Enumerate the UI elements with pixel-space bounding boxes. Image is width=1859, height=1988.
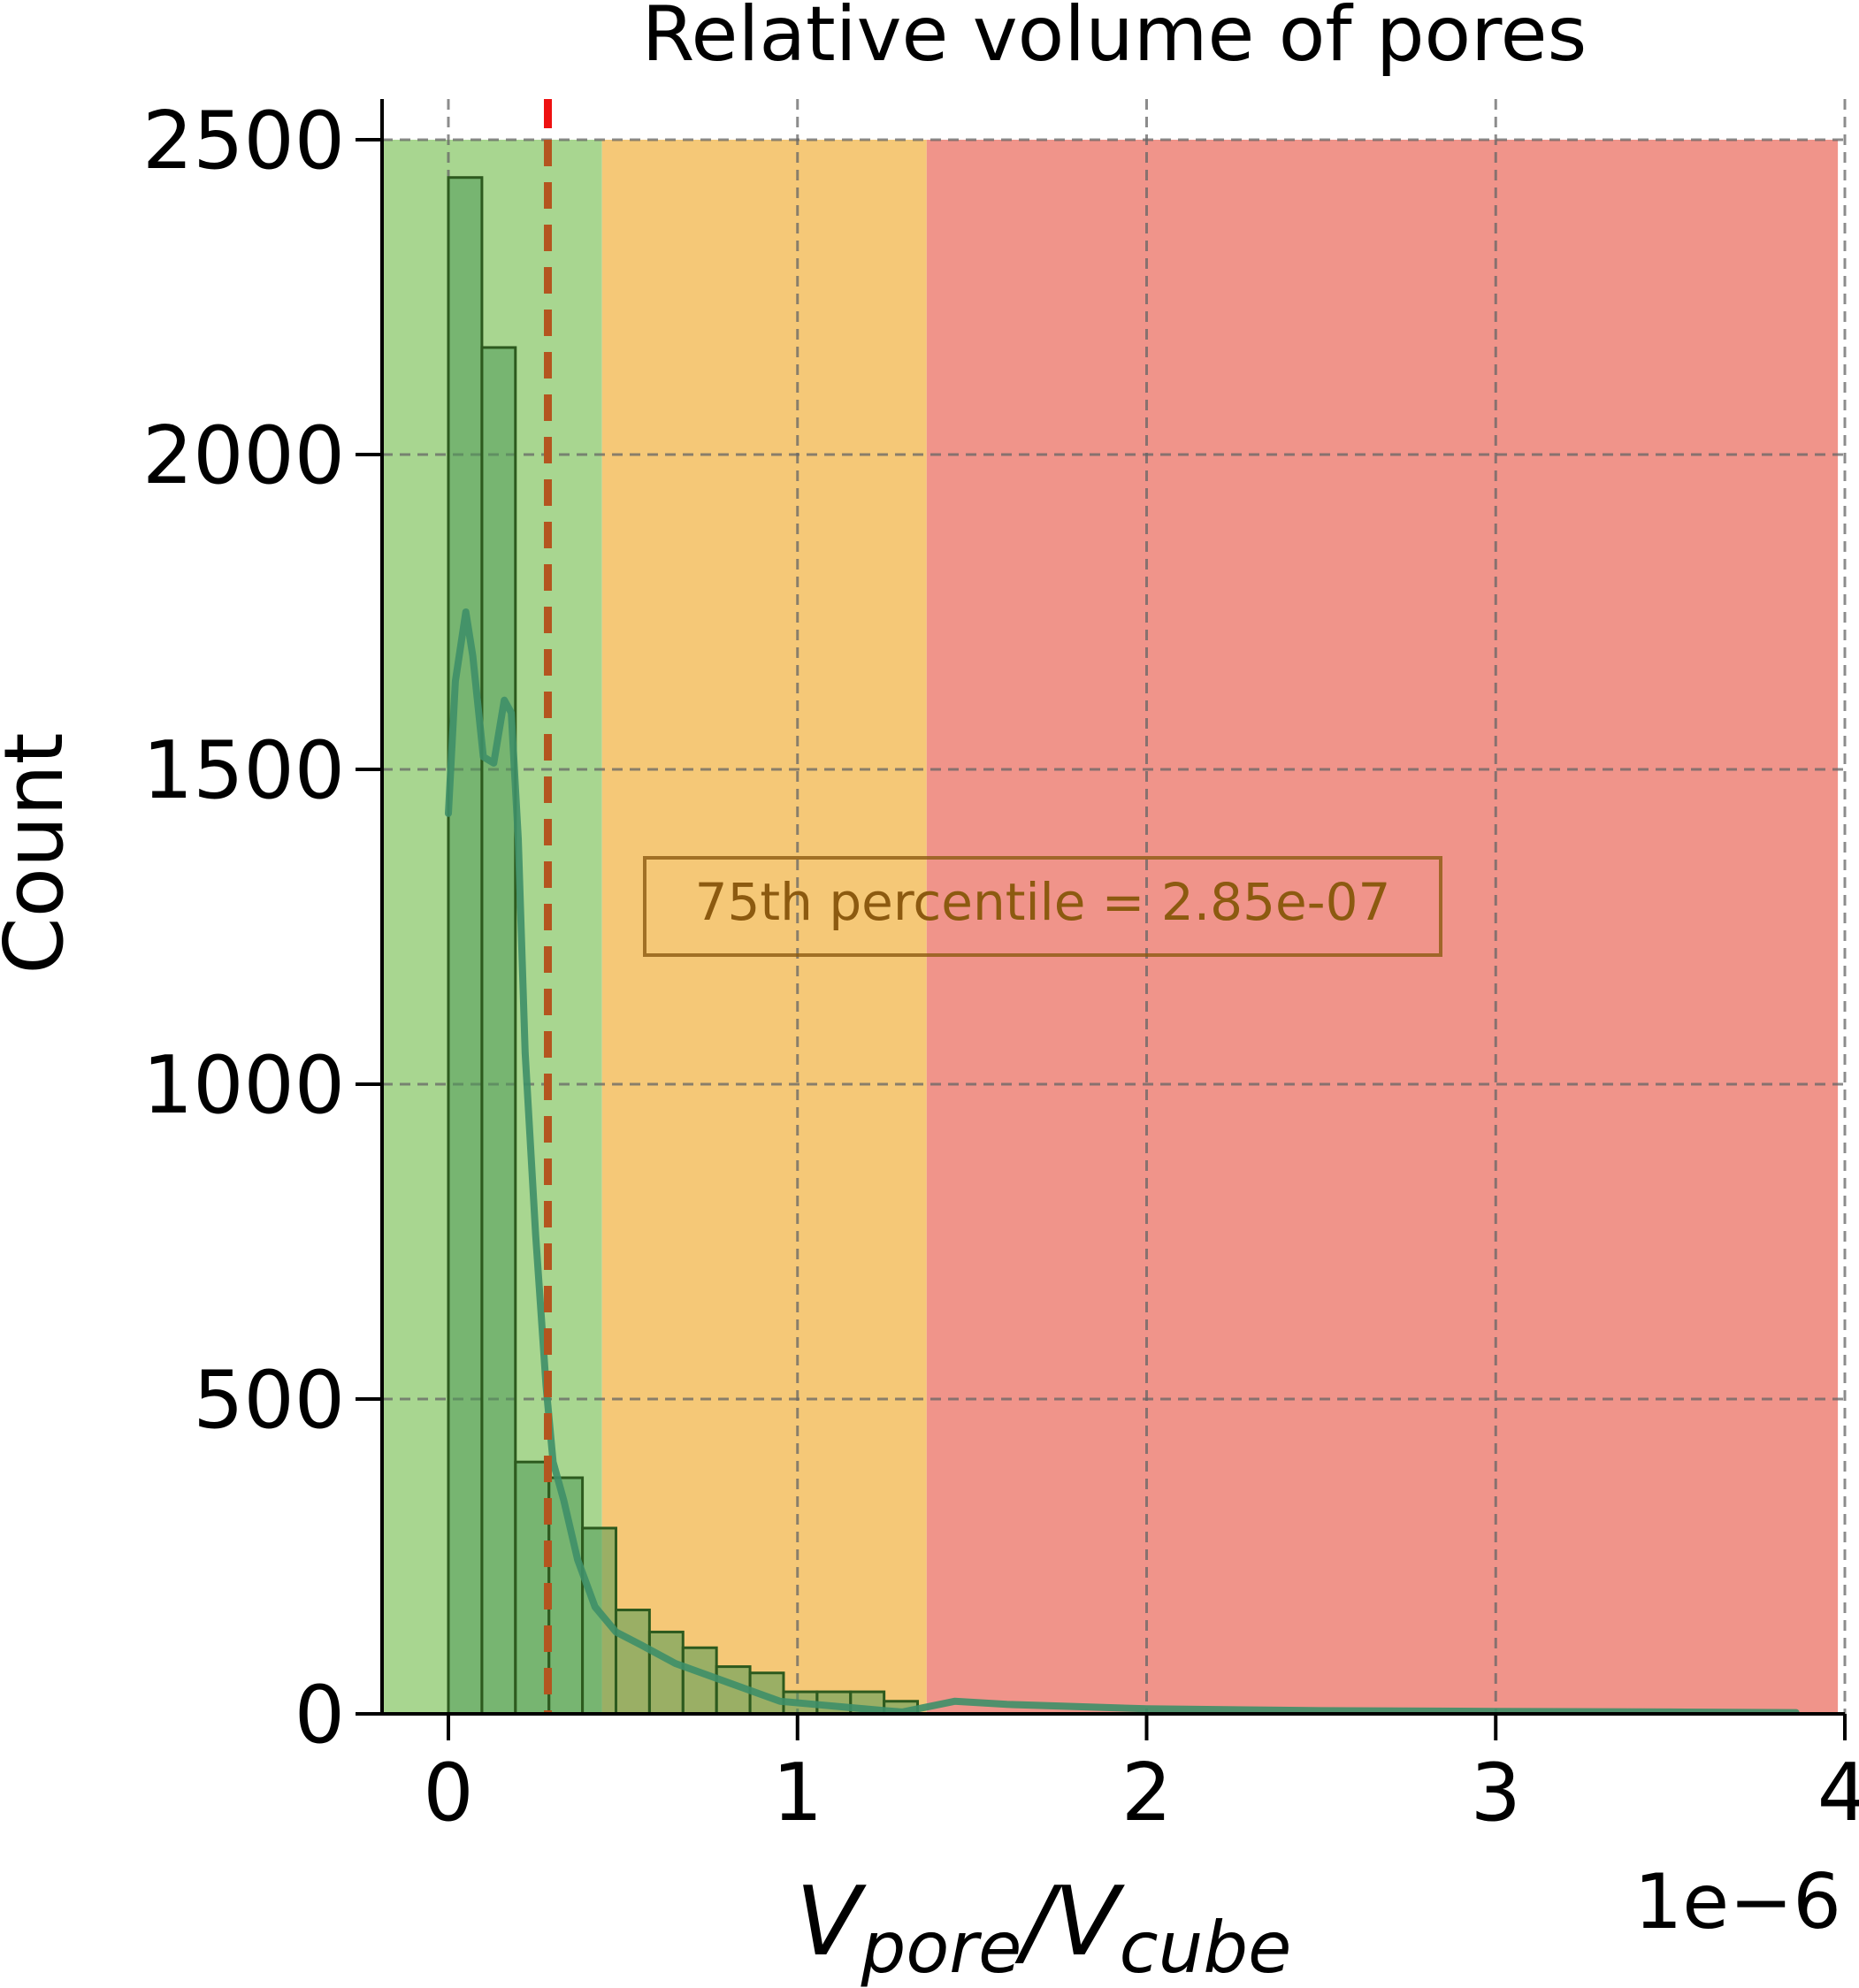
x-tick-label-2: 2 xyxy=(1121,1747,1172,1839)
y-tick-label-3: 1500 xyxy=(142,724,345,817)
x-tick-label-0: 0 xyxy=(423,1747,473,1839)
histogram-bar-0 xyxy=(447,176,484,1716)
region-band-2 xyxy=(926,140,1839,1714)
y-axis-label: Count xyxy=(0,732,81,974)
axes xyxy=(380,99,1845,1716)
x-tick-label-3: 3 xyxy=(1471,1747,1521,1839)
annotation-text: 75th percentile = 2.85e-07 xyxy=(695,872,1391,932)
histogram-bar-5 xyxy=(614,1609,651,1716)
x-tick-label-1: 1 xyxy=(772,1747,822,1839)
x-tick-label-4: 4 xyxy=(1817,1747,1859,1839)
y-tick-label-4: 2000 xyxy=(142,409,345,502)
y-tick-label-2: 1000 xyxy=(142,1039,345,1132)
x-label-sub-1: pore xyxy=(861,1907,1022,1988)
x-label-base-1: V xyxy=(796,1867,868,1977)
histogram-bar-4 xyxy=(581,1526,617,1716)
histogram-bar-7 xyxy=(681,1646,718,1716)
annotation-box: 75th percentile = 2.85e-07 xyxy=(643,856,1442,957)
y-tick-label-0: 0 xyxy=(295,1669,345,1762)
y-tick-label-5: 2500 xyxy=(142,95,345,187)
x-axis-label: Vpore/Vcube xyxy=(796,1867,1292,1988)
histogram-bar-6 xyxy=(647,1630,685,1716)
x-offset-label: 1e−6 xyxy=(1634,1858,1841,1946)
annotation-frame xyxy=(643,856,1442,957)
x-label-sub-2: cube xyxy=(1120,1907,1292,1988)
x-label-base-2: V xyxy=(1054,1867,1126,1977)
y-tick-label-1: 500 xyxy=(193,1354,345,1447)
region-band-1 xyxy=(601,140,927,1714)
kde-curve xyxy=(445,608,1800,1714)
threshold-regions xyxy=(382,140,1839,1714)
kde-curve-group xyxy=(445,608,1800,1714)
chart-title: Relative volume of pores xyxy=(642,0,1587,79)
tick-labels: 0 500 1000 1500 2000 2500 0 1 2 3 4 xyxy=(142,95,1859,1839)
histogram-bar-2 xyxy=(514,1460,551,1716)
histogram-bar-1 xyxy=(480,346,517,1716)
